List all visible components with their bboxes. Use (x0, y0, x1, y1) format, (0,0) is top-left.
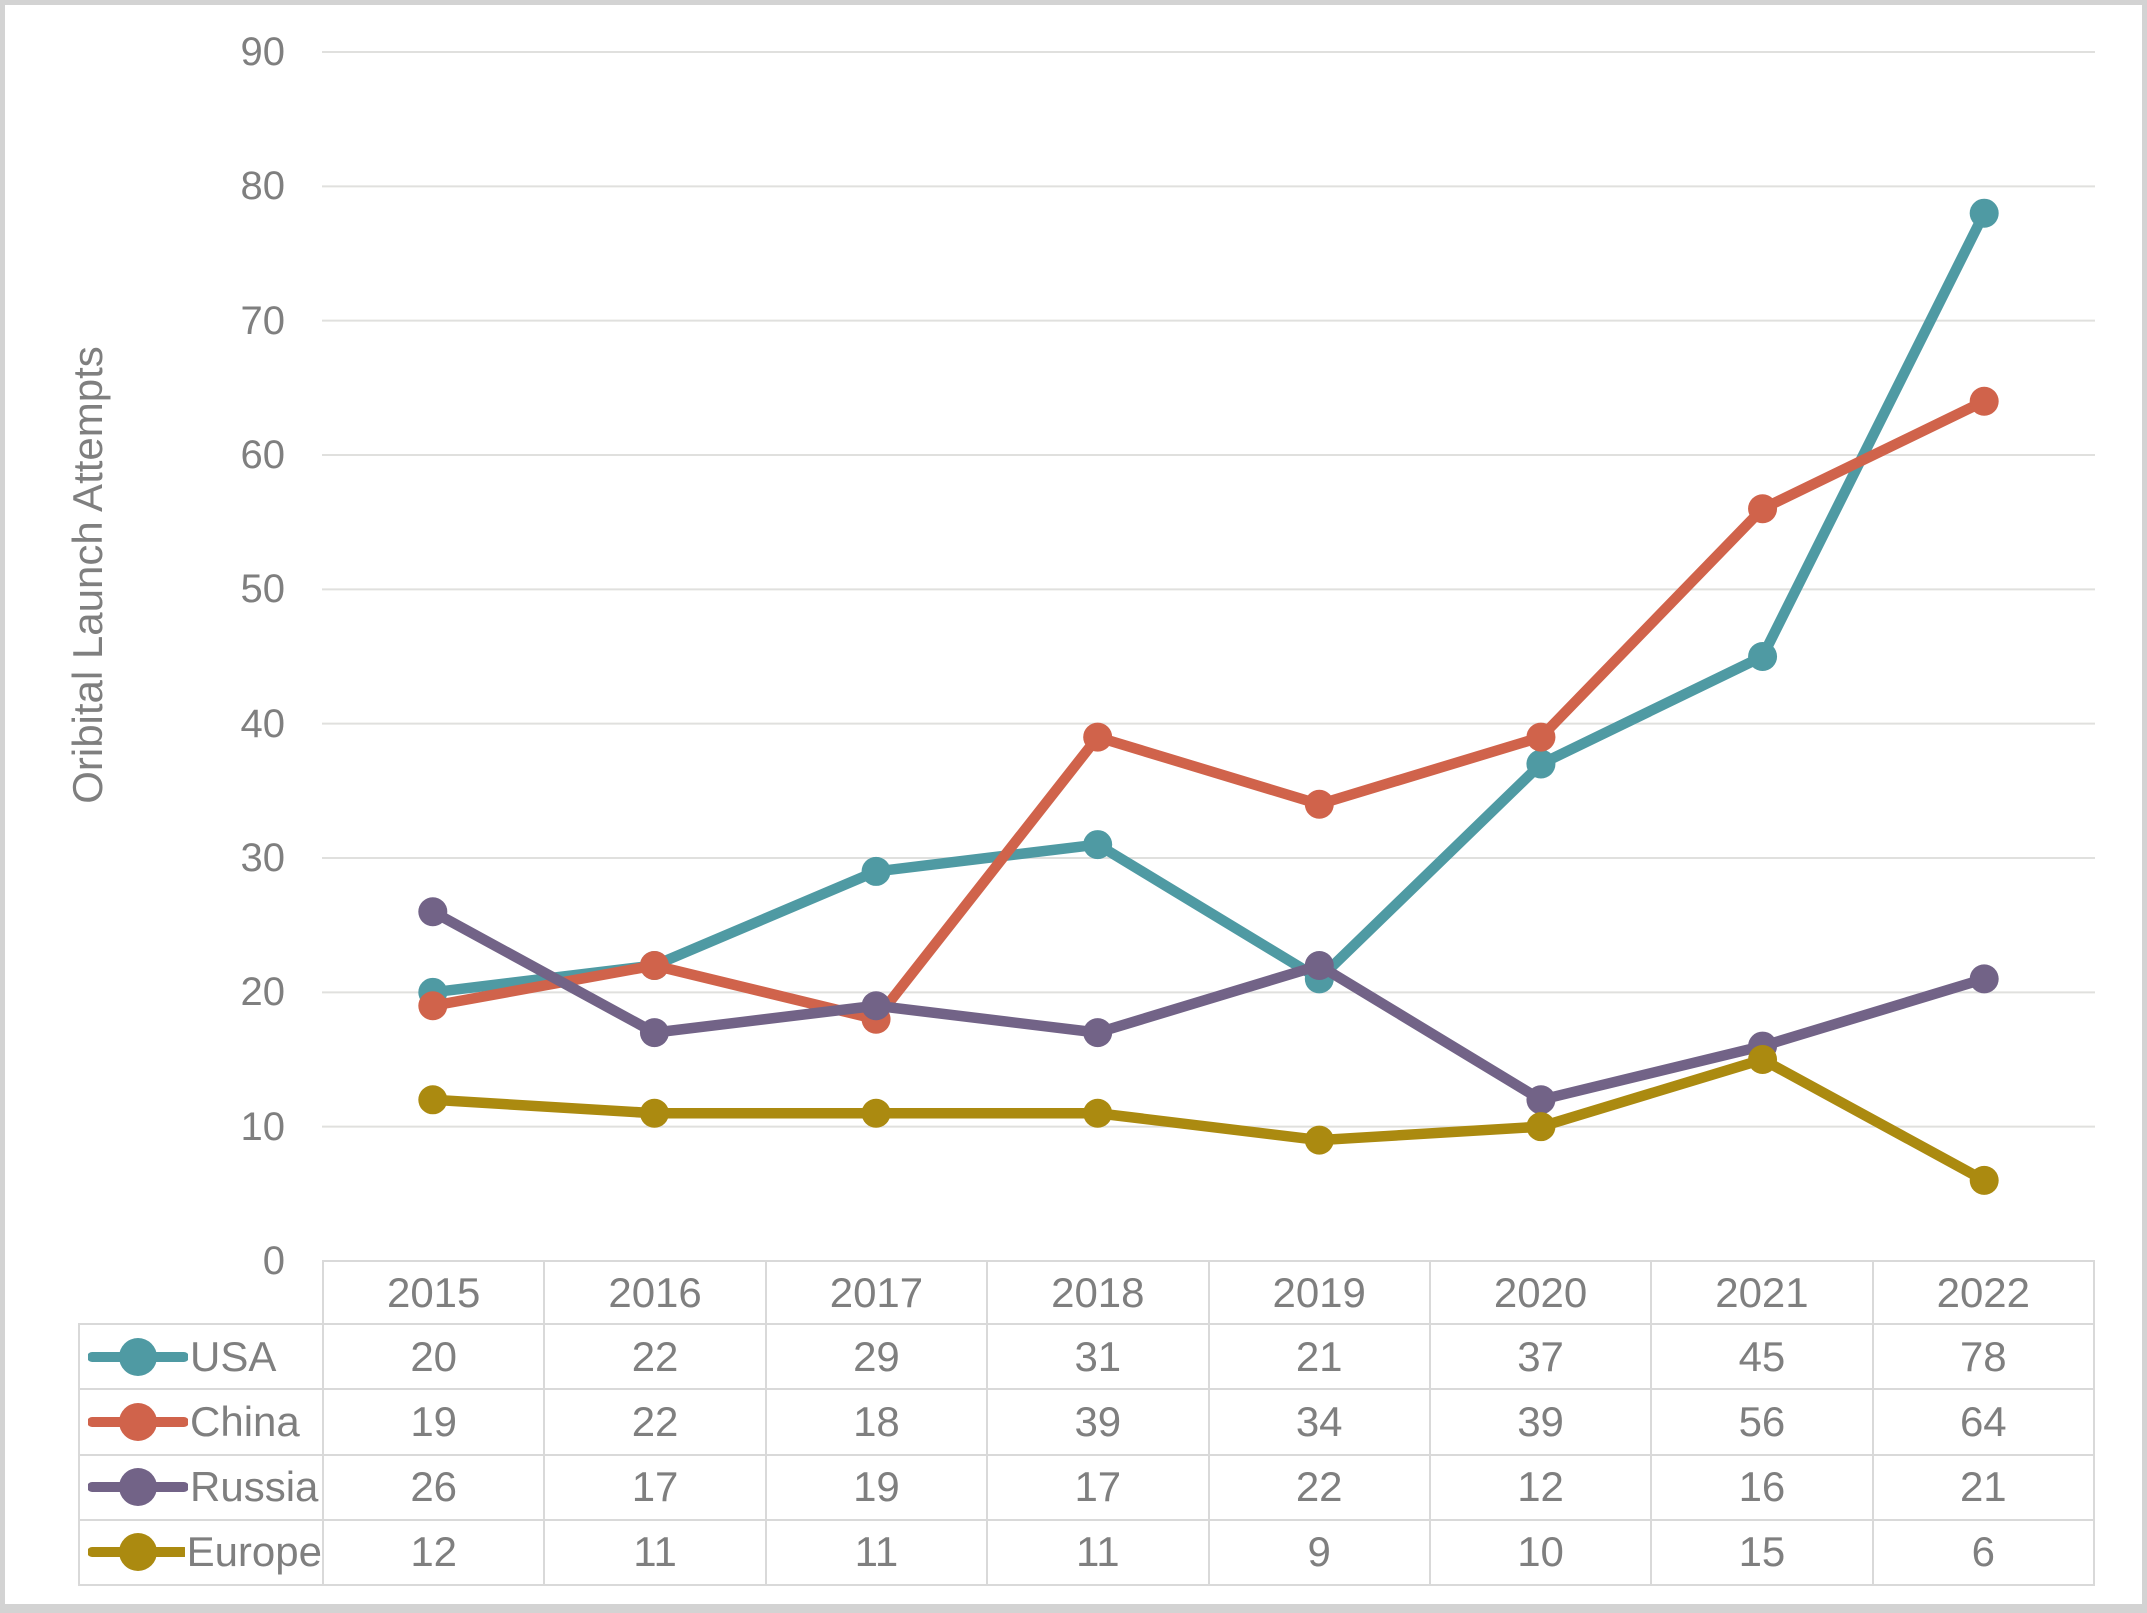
value-europe-2019: 9 (1209, 1520, 1431, 1586)
marker-europe-2017 (861, 1098, 891, 1128)
legend-label-europe: Europe (186, 1528, 322, 1576)
year-header-2021: 2021 (1652, 1260, 1874, 1326)
legend-cell-usa: USA (78, 1325, 324, 1391)
value-europe-2021: 15 (1652, 1520, 1874, 1586)
value-usa-2016: 22 (545, 1325, 767, 1391)
plot-area (322, 51, 2095, 1195)
marker-usa-2022 (1969, 198, 1999, 228)
y-tick-label-60: 60 (240, 433, 286, 477)
y-tick-label-70: 70 (240, 298, 286, 343)
value-china-2020: 39 (1430, 1390, 1653, 1456)
legend-label-china: China (190, 1397, 300, 1445)
y-tick-label-40: 40 (240, 701, 286, 746)
marker-russia-2020 (1526, 1085, 1556, 1115)
marker-europe-2019 (1304, 1125, 1334, 1155)
marker-china-2020 (1526, 722, 1556, 752)
marker-china-2016 (639, 950, 669, 980)
year-header-2019: 2019 (1209, 1260, 1431, 1326)
series-line-europe (427, 1054, 1990, 1186)
value-russia-2022: 21 (1873, 1455, 2095, 1521)
y-tick-label-30: 30 (240, 836, 286, 880)
value-europe-2020: 10 (1430, 1520, 1653, 1586)
value-usa-2019: 21 (1209, 1325, 1431, 1391)
value-russia-2020: 12 (1430, 1455, 1653, 1521)
marker-usa-2020 (1526, 749, 1556, 779)
y-tick-label-80: 80 (240, 164, 286, 209)
marker-europe-2021 (1748, 1045, 1778, 1074)
value-russia-2021: 16 (1652, 1455, 1874, 1521)
value-china-2015: 19 (324, 1390, 546, 1456)
marker-russia-2018 (1083, 1018, 1113, 1048)
value-usa-2018: 31 (988, 1325, 1210, 1391)
year-header-2015: 2015 (324, 1260, 546, 1326)
value-europe-2022: 6 (1873, 1520, 2095, 1586)
legend-cell-russia: Russia (78, 1455, 324, 1521)
legend-marker-russia-icon (88, 1468, 188, 1507)
value-russia-2016: 17 (545, 1455, 767, 1521)
marker-russia-2016 (639, 1018, 669, 1048)
legend-cell-china: China (78, 1390, 324, 1456)
marker-russia-2017 (861, 991, 891, 1021)
value-china-2018: 39 (988, 1390, 1210, 1456)
series-line-russia (427, 906, 1990, 1106)
value-russia-2018: 17 (988, 1455, 1210, 1521)
value-europe-2018: 11 (988, 1520, 1210, 1586)
value-europe-2016: 11 (545, 1520, 767, 1586)
value-china-2016: 22 (545, 1390, 767, 1456)
marker-europe-2016 (639, 1098, 669, 1128)
value-russia-2019: 22 (1209, 1455, 1431, 1521)
value-usa-2021: 45 (1652, 1325, 1874, 1391)
marker-russia-2022 (1969, 964, 1999, 994)
year-header-2016: 2016 (545, 1260, 767, 1326)
legend-marker-usa-icon (88, 1337, 188, 1376)
marker-europe-2015 (418, 1085, 448, 1115)
marker-usa-2018 (1083, 830, 1113, 860)
value-europe-2015: 12 (324, 1520, 546, 1586)
legend-marker-china-icon (88, 1402, 188, 1441)
value-europe-2017: 11 (766, 1520, 989, 1586)
value-china-2017: 18 (766, 1390, 989, 1456)
chart-data-table: 2015 2016 2017 2018 2019 2020 2021 2022 USA 20 22 2… (78, 1260, 2095, 1586)
year-header-2022: 2022 (1873, 1260, 2095, 1326)
legend-marker-europe-icon (88, 1533, 185, 1572)
legend-cell-europe: Europe (78, 1520, 324, 1586)
marker-china-2015 (418, 991, 448, 1021)
marker-china-2018 (1083, 722, 1113, 752)
legend-label-usa: USA (190, 1332, 277, 1380)
value-usa-2022: 78 (1873, 1325, 2095, 1391)
y-tick-label-90: 90 (240, 30, 286, 74)
series-line-usa (427, 207, 1990, 998)
value-china-2019: 34 (1209, 1390, 1431, 1456)
value-russia-2017: 19 (766, 1455, 989, 1521)
marker-usa-2021 (1748, 642, 1778, 671)
marker-china-2019 (1304, 789, 1334, 819)
marker-europe-2018 (1083, 1098, 1113, 1128)
value-china-2021: 56 (1652, 1390, 1874, 1456)
y-tick-label-20: 20 (240, 970, 286, 1015)
value-usa-2015: 20 (324, 1325, 546, 1391)
y-tick-label-50: 50 (240, 567, 286, 612)
year-header-2018: 2018 (988, 1260, 1210, 1326)
series-line-china (427, 396, 1990, 1025)
marker-russia-2019 (1304, 950, 1334, 980)
legend-label-russia: Russia (190, 1463, 319, 1511)
marker-europe-2020 (1526, 1112, 1556, 1142)
y-tick-label-0: 0 (262, 1239, 285, 1283)
value-china-2022: 64 (1873, 1390, 2095, 1456)
value-usa-2020: 37 (1430, 1325, 1653, 1391)
value-usa-2017: 29 (766, 1325, 989, 1391)
marker-europe-2022 (1969, 1165, 1999, 1195)
marker-russia-2015 (418, 897, 448, 927)
year-header-2017: 2017 (766, 1260, 989, 1326)
year-header-2020: 2020 (1430, 1260, 1653, 1326)
y-axis-title: Oribital Launch Attempts (64, 346, 111, 804)
marker-china-2021 (1748, 494, 1778, 524)
y-tick-label-10: 10 (240, 1104, 286, 1149)
marker-china-2022 (1969, 386, 1999, 416)
marker-usa-2017 (861, 856, 891, 886)
value-russia-2015: 26 (324, 1455, 546, 1521)
table-corner-cell (78, 1260, 324, 1326)
